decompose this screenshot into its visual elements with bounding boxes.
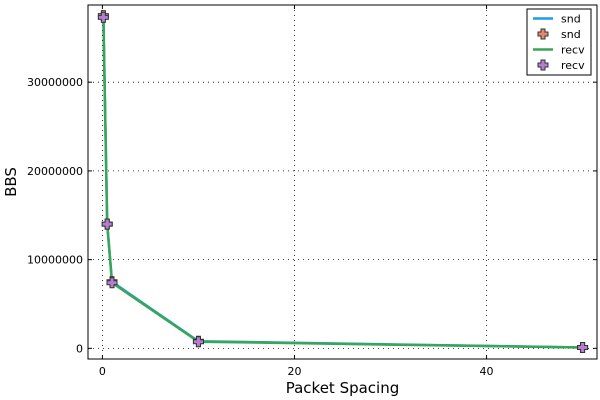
data-point-recv [577, 342, 589, 354]
legend-marker-swatch [537, 59, 549, 71]
y-axis-title: BBS [2, 167, 20, 197]
y-tick-label: 30000000 [27, 76, 83, 89]
grid [88, 5, 597, 359]
legend: snd snd recv recv [526, 8, 592, 76]
legend-label: snd [561, 13, 581, 26]
y-tick-label: 0 [76, 342, 83, 355]
series-layer [97, 10, 589, 354]
legend-label: recv [561, 44, 585, 57]
legend-marker-swatch [537, 28, 549, 40]
data-point-recv [192, 336, 204, 348]
y-tick-label: 10000000 [27, 254, 83, 267]
data-point-recv [97, 11, 109, 23]
x-tick-label: 0 [99, 365, 106, 378]
x-axis-title: Packet Spacing [286, 379, 400, 397]
data-point-recv [106, 277, 118, 289]
legend-box [526, 8, 592, 76]
legend-label: recv [561, 59, 585, 72]
legend-label: snd [561, 28, 581, 41]
y-tick-label: 20000000 [27, 165, 83, 178]
plot-frame [87, 4, 598, 360]
ticks: 0 20 40 0 10000000 20000000 30000000 [27, 5, 597, 378]
x-tick-label: 20 [287, 365, 301, 378]
data-point-recv [101, 218, 113, 230]
x-tick-label: 40 [480, 365, 494, 378]
